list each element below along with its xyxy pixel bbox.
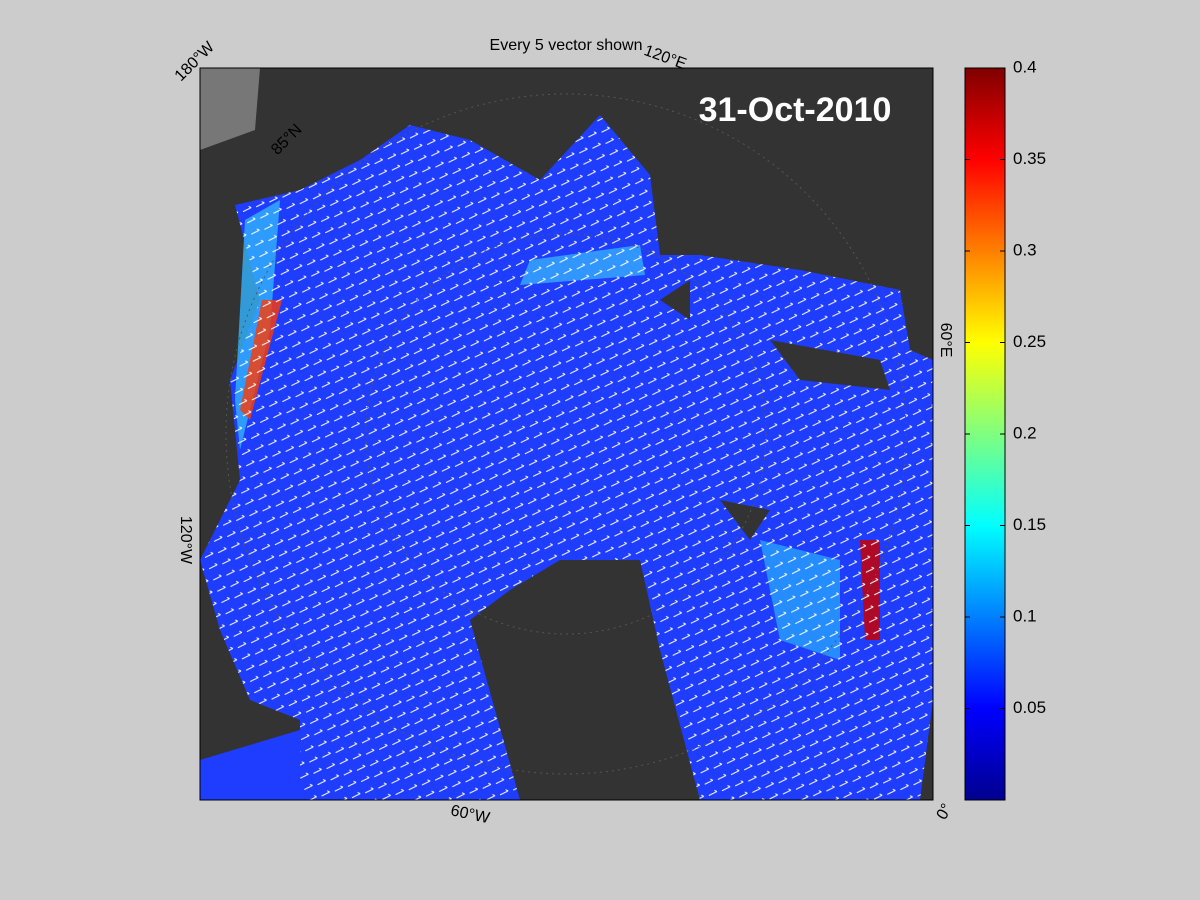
map-title: Every 5 vector shown xyxy=(490,37,643,54)
colorbar-tick-label: 0.25 xyxy=(1013,332,1046,351)
colorbar xyxy=(964,67,1006,801)
graticule xyxy=(225,93,907,775)
vectors xyxy=(200,115,933,800)
graticule xyxy=(365,233,767,635)
colorbar-tick-label: 0.15 xyxy=(1013,515,1046,534)
map-coord-label: 0° xyxy=(934,801,956,823)
colorbar-tick-label: 0.05 xyxy=(1013,698,1046,717)
map-coord-label: 120°W xyxy=(177,516,194,565)
map xyxy=(200,68,933,800)
land-light xyxy=(200,68,260,150)
colorbar-tick-label: 0.35 xyxy=(1013,149,1046,168)
colorbar-tick-label: 0.2 xyxy=(1013,423,1037,442)
island xyxy=(660,280,890,540)
map-coord-label: 60°W xyxy=(449,802,492,827)
date-label: 31-Oct-2010 xyxy=(699,91,892,129)
colorbar-tick-label: 0.3 xyxy=(1013,240,1037,259)
colorbar-tick-label: 0.1 xyxy=(1013,606,1037,625)
colorbar-tick-label: 0.4 xyxy=(1013,57,1037,76)
map-coord-label: 60°E xyxy=(937,323,954,358)
map-frame xyxy=(199,67,934,801)
ocean xyxy=(200,730,320,800)
